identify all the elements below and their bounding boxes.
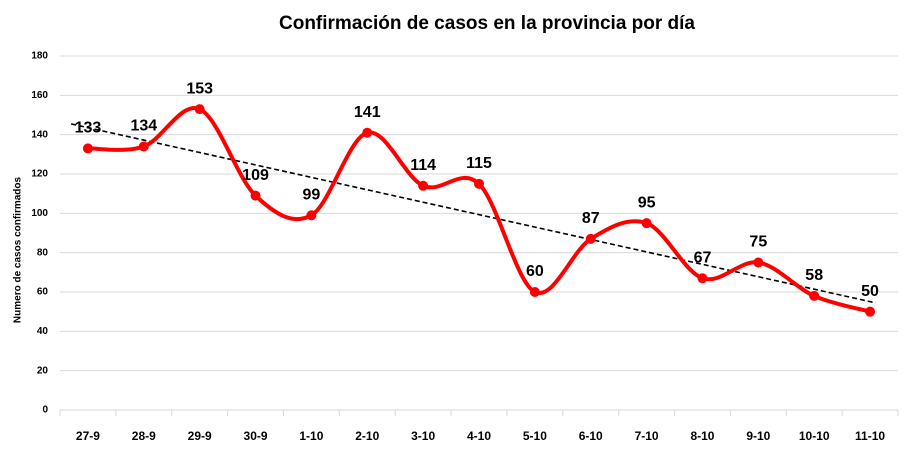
x-tick-label: 9-10 — [746, 429, 770, 443]
marker — [474, 178, 484, 189]
marker — [865, 306, 876, 317]
data-label: 67 — [694, 249, 712, 266]
y-tick-label: 140 — [31, 129, 48, 140]
x-tick-label: 3-10 — [411, 429, 435, 443]
y-tick-label: 0 — [42, 405, 48, 416]
x-tick-label: 30-9 — [244, 429, 268, 443]
data-label: 109 — [242, 167, 269, 184]
y-axis-label: Numero de casos confirmados — [13, 176, 24, 323]
marker — [362, 127, 373, 138]
marker — [697, 273, 708, 284]
x-tick-label: 8-10 — [690, 429, 714, 443]
x-tick-label: 11-10 — [855, 429, 885, 443]
data-label: 58 — [805, 267, 823, 284]
y-tick-label: 20 — [37, 365, 49, 376]
trendline — [70, 123, 876, 304]
marker — [753, 257, 764, 268]
x-tick-label: 29-9 — [188, 429, 212, 443]
data-label: 153 — [186, 80, 213, 97]
y-tick-label: 60 — [37, 287, 49, 298]
data-label: 115 — [466, 155, 492, 172]
y-tick-label: 180 — [31, 51, 48, 62]
chart-title: Confirmación de casos en la provincia po… — [279, 13, 695, 34]
data-label: 134 — [130, 118, 157, 135]
data-label: 141 — [354, 104, 381, 121]
x-tick-label: 7-10 — [635, 429, 659, 443]
marker — [250, 190, 261, 201]
marker — [418, 180, 429, 191]
x-tick-label: 10-10 — [799, 429, 830, 443]
y-tick-label: 100 — [31, 208, 48, 219]
marker — [82, 143, 93, 154]
data-label: 133 — [75, 120, 102, 137]
x-tick-label: 5-10 — [523, 429, 547, 443]
marker — [641, 218, 652, 229]
marker — [809, 290, 820, 301]
marker — [194, 104, 205, 115]
y-tick-label: 80 — [37, 247, 49, 258]
x-tick-label: 2-10 — [355, 429, 379, 443]
y-tick-label: 120 — [31, 169, 48, 180]
data-label: 60 — [526, 263, 544, 280]
data-label: 75 — [749, 234, 767, 251]
marker — [585, 233, 596, 244]
data-label: 50 — [861, 283, 879, 300]
x-tick-label: 6-10 — [579, 429, 603, 443]
x-tick-label: 1-10 — [299, 429, 323, 443]
marker — [529, 287, 540, 297]
data-label: 114 — [410, 157, 436, 174]
x-tick-label: 4-10 — [467, 429, 491, 443]
data-label: 95 — [638, 194, 656, 211]
y-tick-label: 40 — [37, 326, 49, 337]
marker — [306, 210, 317, 221]
marker — [138, 141, 149, 152]
data-label: 87 — [582, 210, 600, 227]
y-tick-label: 160 — [31, 90, 48, 101]
x-tick-label: 28-9 — [132, 429, 156, 443]
x-tick-label: 27-9 — [76, 429, 100, 443]
line — [87, 106, 871, 314]
data-label: 99 — [303, 187, 321, 204]
